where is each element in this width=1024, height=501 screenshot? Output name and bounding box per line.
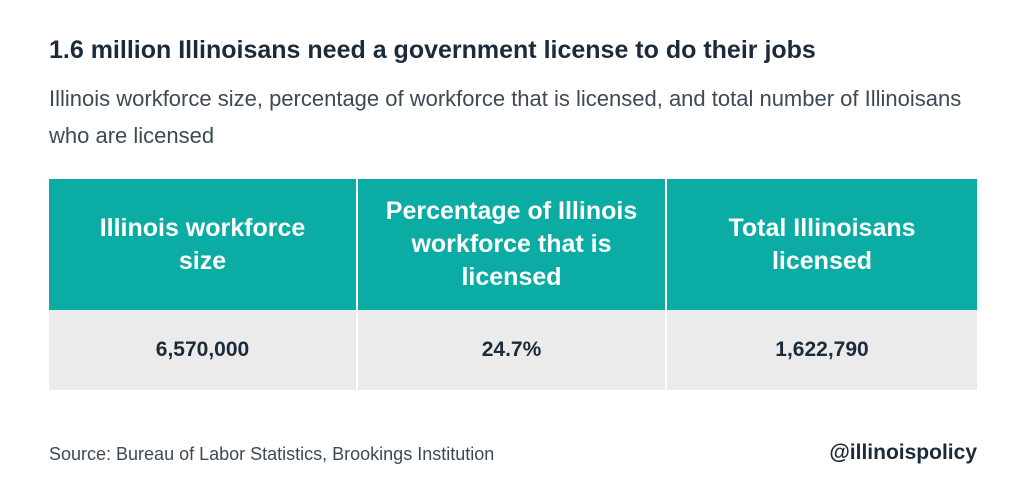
cell-workforce-size: 6,570,000 [49,310,358,390]
chart-title: 1.6 million Illinoisans need a governmen… [49,36,816,64]
column-header-percent-licensed: Percentage of Illinois workforce that is… [358,179,667,310]
source-note: Source: Bureau of Labor Statistics, Broo… [49,444,495,464]
data-table: Illinois workforce size Percentage of Il… [49,179,977,390]
column-header-workforce-size: Illinois workforce size [49,179,358,310]
social-handle: @illinoispolicy [829,441,977,464]
chart-subtitle: Illinois workforce size, percentage of w… [49,86,962,148]
cell-total-licensed: 1,622,790 [667,310,977,390]
cell-percent-licensed: 24.7% [358,310,667,390]
column-header-total-licensed: Total Illinoisans licensed [667,179,977,310]
